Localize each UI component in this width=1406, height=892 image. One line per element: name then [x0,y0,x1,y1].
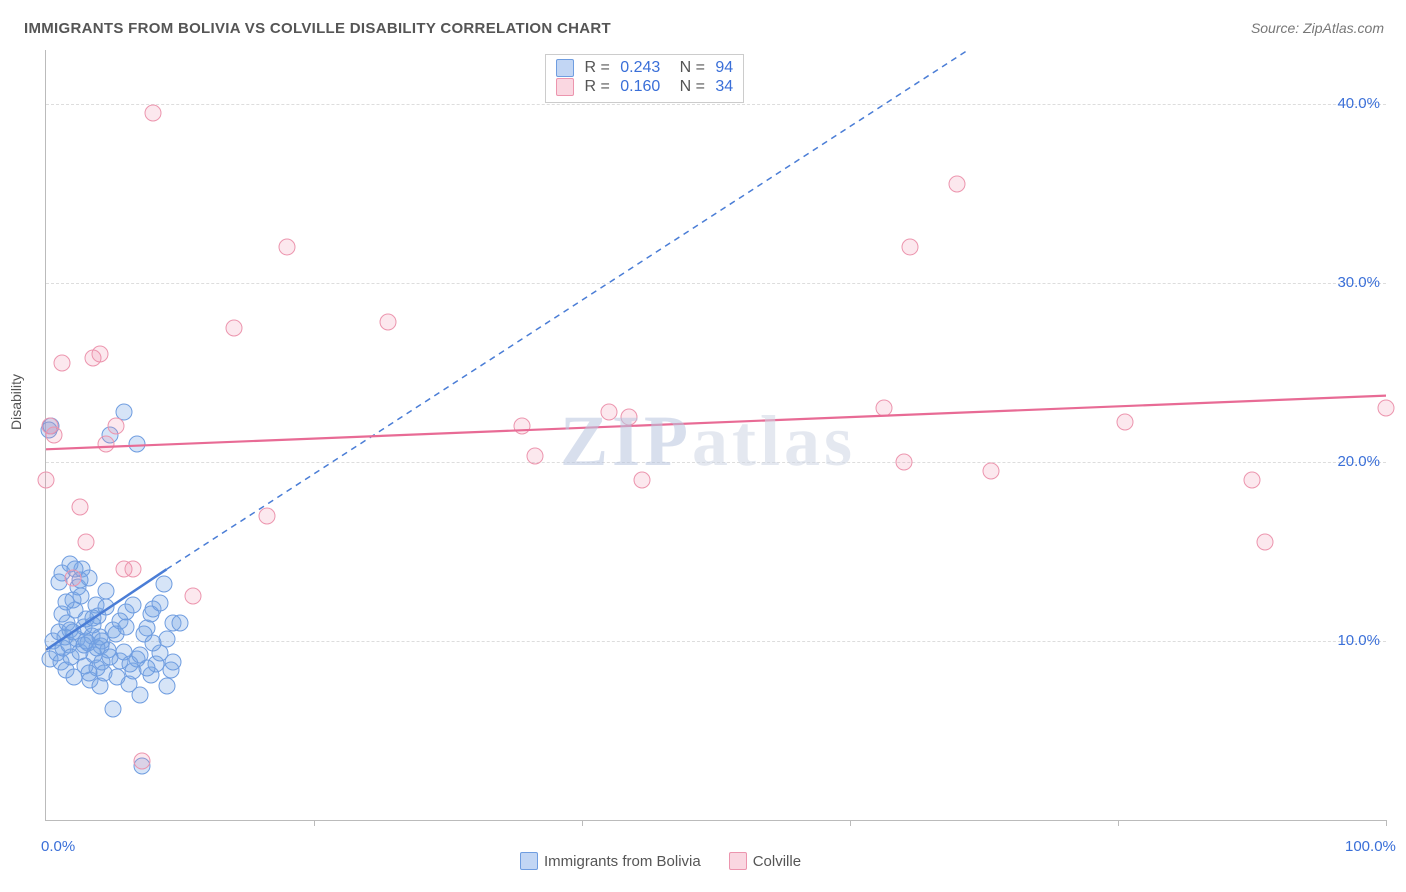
scatter-point [145,104,162,121]
scatter-point [91,346,108,363]
scatter-point [895,453,912,470]
scatter-point [259,507,276,524]
x-tick [582,820,583,826]
gridline [46,462,1386,463]
stats-row-2: R = 0.160 N = 34 [556,78,733,96]
scatter-point [155,575,172,592]
scatter-point [279,238,296,255]
scatter-point [1378,400,1395,417]
legend-item-1: Immigrants from Bolivia [520,852,701,870]
scatter-point [125,561,142,578]
x-tick-label: 0.0% [41,838,75,855]
x-tick [314,820,315,826]
trend-lines [46,50,1386,820]
stats-row-1: R = 0.243 N = 94 [556,59,733,77]
x-tick [1118,820,1119,826]
scatter-point [38,471,55,488]
scatter-point [165,654,182,671]
scatter-point [225,319,242,336]
scatter-point [151,595,168,612]
scatter-point [600,403,617,420]
plot-area [45,50,1386,821]
swatch-pink-icon [556,78,574,96]
swatch-blue-icon [520,852,538,870]
legend-label-2: Colville [753,853,801,870]
scatter-point [134,752,151,769]
scatter-point [138,659,155,676]
stats-legend: R = 0.243 N = 94 R = 0.160 N = 34 [545,54,744,103]
y-tick-label: 40.0% [1337,95,1380,112]
scatter-point [145,634,162,651]
scatter-point [379,314,396,331]
stat-n-2: 34 [715,78,733,96]
scatter-point [107,418,124,435]
scatter-point [58,593,75,610]
y-axis-label: Disability [8,374,24,430]
scatter-point [125,597,142,614]
scatter-point [982,462,999,479]
legend-label-1: Immigrants from Bolivia [544,853,701,870]
scatter-point [98,435,115,452]
gridline [46,104,1386,105]
scatter-point [1257,534,1274,551]
scatter-point [98,598,115,615]
scatter-point [98,582,115,599]
stat-r-label: R = [580,59,614,77]
scatter-point [158,677,175,694]
scatter-point [118,618,135,635]
stat-r-1: 0.243 [620,59,660,77]
scatter-point [185,588,202,605]
stat-r-2: 0.160 [620,78,660,96]
scatter-point [949,176,966,193]
scatter-point [172,615,189,632]
stat-n-1: 94 [715,59,733,77]
x-tick [850,820,851,826]
x-tick [1386,820,1387,826]
y-tick-label: 10.0% [1337,632,1380,649]
y-tick-label: 30.0% [1337,274,1380,291]
stat-r-label: R = [580,78,614,96]
source-credit: Source: ZipAtlas.com [1251,20,1384,36]
scatter-point [1244,471,1261,488]
scatter-point [129,435,146,452]
swatch-pink-icon [729,852,747,870]
scatter-point [105,700,122,717]
scatter-point [46,427,63,444]
x-tick-label: 100.0% [1345,838,1396,855]
y-tick-label: 20.0% [1337,453,1380,470]
scatter-point [513,418,530,435]
scatter-point [620,409,637,426]
scatter-point [527,448,544,465]
swatch-blue-icon [556,59,574,77]
scatter-point [54,355,71,372]
stat-n-label: N = [666,78,709,96]
scatter-point [131,686,148,703]
scatter-point [109,668,126,685]
scatter-point [634,471,651,488]
stat-n-label: N = [666,59,709,77]
gridline [46,641,1386,642]
gridline [46,283,1386,284]
scatter-point [78,534,95,551]
chart-title: IMMIGRANTS FROM BOLIVIA VS COLVILLE DISA… [24,20,611,37]
scatter-point [64,570,81,587]
bottom-legend: Immigrants from Bolivia Colville [520,852,801,870]
scatter-point [71,498,88,515]
scatter-point [875,400,892,417]
legend-item-2: Colville [729,852,801,870]
scatter-point [1116,414,1133,431]
scatter-point [902,238,919,255]
